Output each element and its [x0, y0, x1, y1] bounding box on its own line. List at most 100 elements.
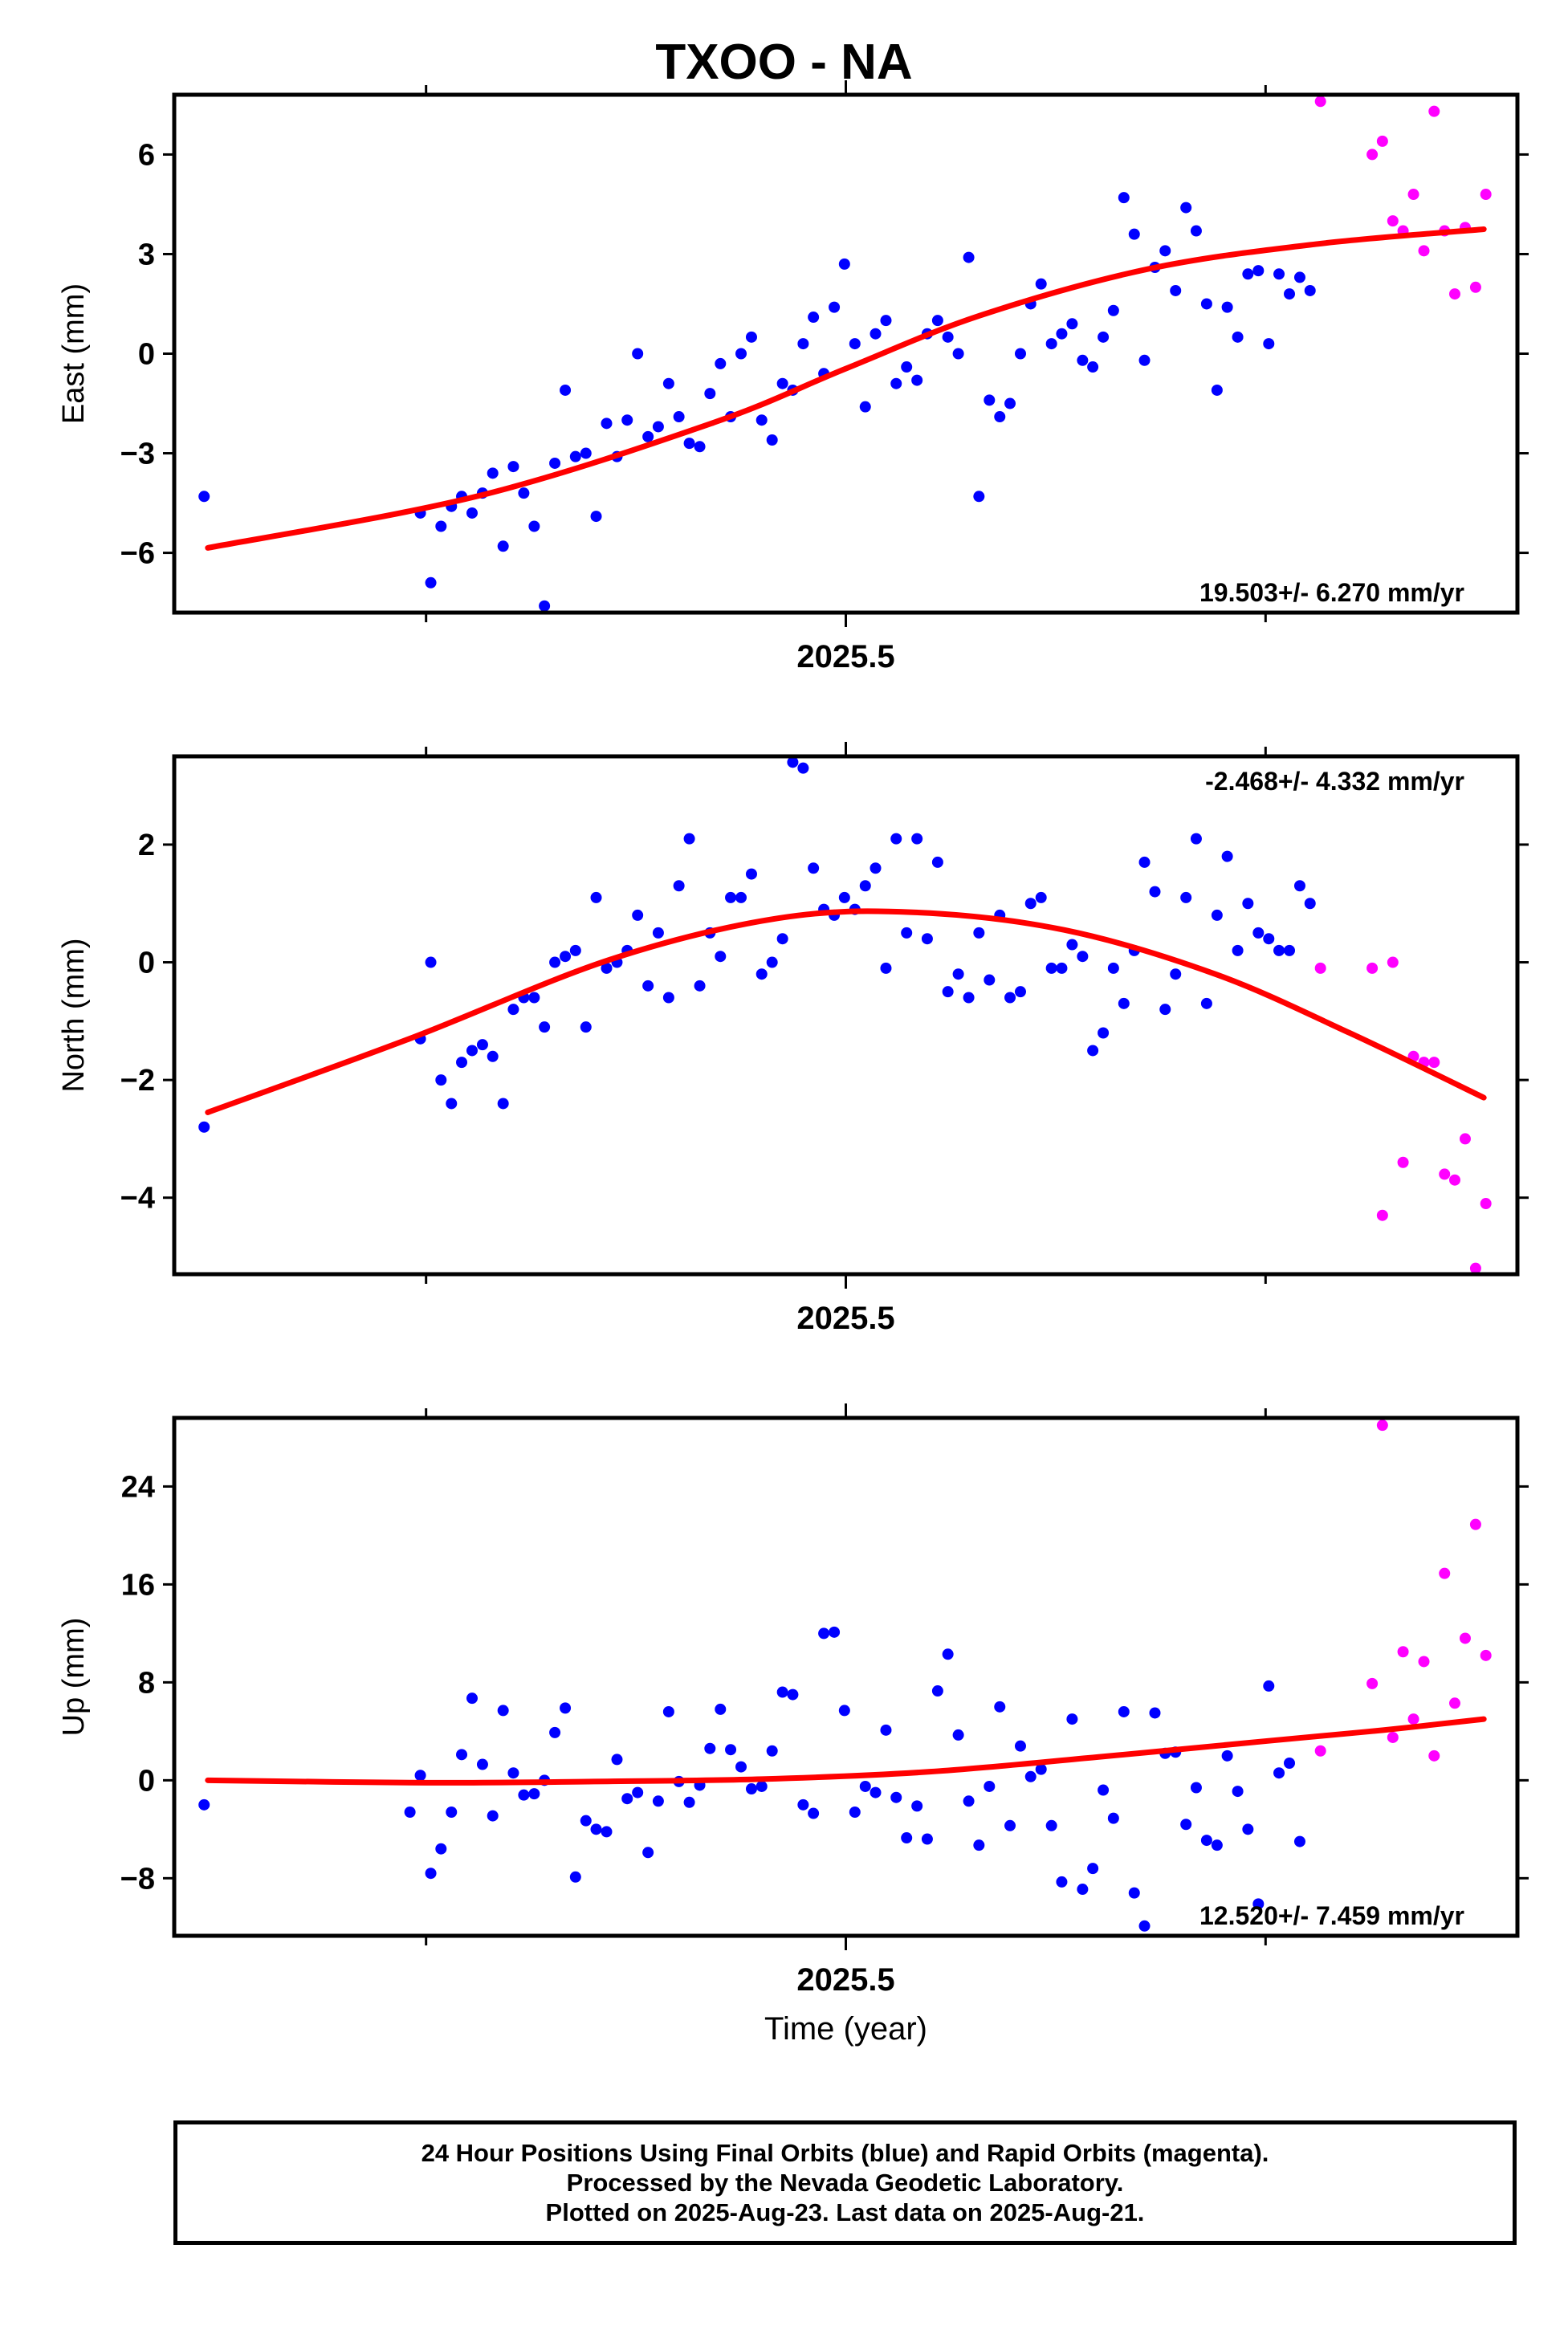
final-orbit-point: [1159, 1004, 1171, 1016]
final-orbit-point: [507, 1004, 519, 1016]
final-orbit-point: [662, 377, 674, 389]
final-orbit-point: [921, 933, 933, 945]
final-orbit-point: [590, 891, 602, 903]
y-axis-label-east: East (mm): [57, 283, 91, 424]
rapid-orbit-point: [1448, 1174, 1460, 1186]
final-orbit-point: [1128, 1887, 1140, 1899]
final-orbit-point: [601, 418, 613, 430]
final-orbit-point: [632, 1786, 644, 1798]
final-orbit-point: [1004, 1819, 1016, 1831]
final-orbit-point: [1304, 284, 1316, 296]
final-orbit-point: [1242, 1823, 1254, 1835]
final-orbit-point: [1273, 1767, 1285, 1779]
rapid-orbit-point: [1428, 105, 1440, 117]
fit-curve-north: [205, 908, 1487, 1115]
final-orbit-point: [1087, 1863, 1099, 1875]
final-orbit-point: [580, 447, 592, 459]
final-orbit-point: [642, 1847, 654, 1859]
final-orbit-point: [838, 891, 850, 903]
rapid-orbit-point: [1428, 1750, 1440, 1762]
final-orbit-point: [859, 401, 871, 413]
fit-curve-up: [205, 1716, 1487, 1786]
rapid-orbit-point: [1397, 1156, 1409, 1168]
final-orbit-point: [725, 891, 737, 903]
rapid-orbit-point: [1366, 1677, 1379, 1689]
final-orbit-point: [984, 974, 996, 986]
final-orbit-point: [1014, 1740, 1026, 1752]
final-orbit-point: [1077, 354, 1089, 366]
points-up: [198, 1420, 1492, 1932]
final-orbit-point: [1066, 1713, 1078, 1725]
final-orbit-point: [776, 377, 788, 389]
final-orbit-point: [755, 1780, 768, 1792]
rapid-orbit-point: [1376, 135, 1388, 147]
final-orbit-point: [838, 1705, 850, 1717]
final-orbit-point: [735, 891, 747, 903]
rapid-orbit-point: [1418, 1656, 1430, 1668]
final-orbit-point: [766, 434, 778, 446]
rapid-orbit-point: [1387, 215, 1399, 227]
final-orbit-point: [198, 1798, 210, 1811]
final-orbit-point: [1107, 962, 1119, 974]
rapid-orbit-point: [1480, 1649, 1492, 1661]
final-orbit-point: [952, 1729, 964, 1741]
final-orbit-point: [1211, 909, 1223, 921]
final-orbit-point: [404, 1806, 416, 1818]
final-orbit-point: [1118, 192, 1130, 204]
y-tick-label-east: −6: [120, 537, 155, 571]
final-orbit-point: [715, 1703, 727, 1715]
final-orbit-point: [994, 411, 1006, 423]
final-orbit-point: [901, 927, 913, 939]
final-orbit-point: [642, 980, 654, 992]
final-orbit-point: [435, 520, 447, 532]
final-orbit-point: [611, 1754, 623, 1766]
final-orbit-point: [673, 880, 685, 892]
y-tick-label-east: 6: [138, 138, 155, 172]
final-orbit-point: [1128, 228, 1140, 240]
final-orbit-point: [621, 1793, 633, 1805]
final-orbit-point: [662, 992, 674, 1004]
rapid-orbit-point: [1459, 1133, 1471, 1145]
final-orbit-point: [921, 1833, 933, 1845]
final-orbit-point: [755, 968, 768, 980]
final-orbit-point: [198, 491, 210, 503]
y-tick-label-north: −2: [120, 1064, 155, 1098]
final-orbit-point: [963, 992, 975, 1004]
final-orbit-point: [476, 1039, 488, 1051]
y-tick-label-north: 2: [138, 829, 155, 862]
final-orbit-point: [1221, 1750, 1233, 1762]
final-orbit-point: [942, 986, 954, 998]
final-orbit-point: [198, 1121, 210, 1133]
final-orbit-point: [911, 833, 923, 845]
final-orbit-point: [942, 1648, 954, 1660]
final-orbit-point: [1138, 354, 1151, 366]
y-tick-label-east: 3: [138, 238, 155, 271]
final-orbit-point: [539, 600, 551, 612]
final-orbit-point: [507, 1767, 519, 1779]
final-orbit-point: [1014, 986, 1026, 998]
final-orbit-point: [776, 933, 788, 945]
final-orbit-point: [1138, 1920, 1151, 1932]
y-tick-label-up: 24: [121, 1470, 155, 1504]
final-orbit-point: [818, 1627, 830, 1640]
rapid-orbit-point: [1397, 1646, 1409, 1658]
rapid-orbit-point: [1418, 245, 1430, 257]
final-orbit-point: [1004, 992, 1016, 1004]
final-orbit-point: [1252, 265, 1265, 277]
final-orbit-point: [446, 1098, 458, 1110]
final-orbit-point: [1190, 225, 1202, 237]
final-orbit-point: [901, 361, 913, 373]
final-orbit-point: [466, 1693, 478, 1705]
final-orbit-point: [952, 968, 964, 980]
final-orbit-point: [601, 1826, 613, 1838]
final-orbit-point: [776, 1686, 788, 1698]
final-orbit-point: [1087, 1045, 1099, 1057]
final-orbit-point: [632, 909, 644, 921]
final-orbit-point: [797, 1798, 809, 1811]
final-orbit-point: [435, 1843, 447, 1855]
plot-frame-north: [172, 754, 1520, 1277]
rapid-orbit-point: [1407, 189, 1419, 201]
final-orbit-point: [931, 1685, 943, 1697]
final-orbit-point: [901, 1832, 913, 1844]
